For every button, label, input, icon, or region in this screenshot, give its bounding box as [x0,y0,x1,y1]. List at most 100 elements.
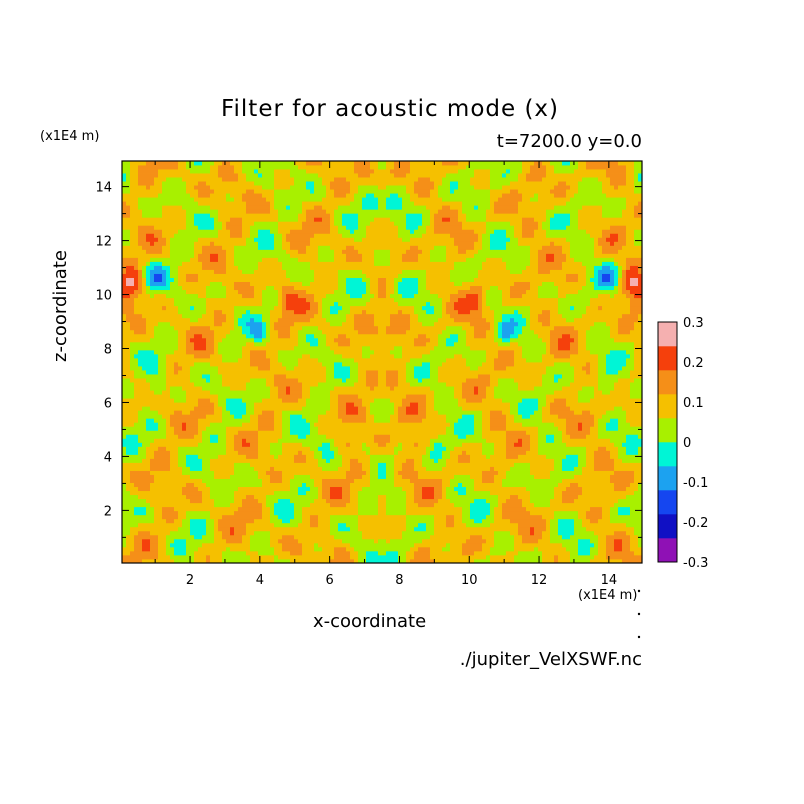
contour-cell [182,289,187,295]
contour-cell [282,277,287,282]
contour-cell [126,233,131,238]
contour-cell [262,325,267,331]
contour-cell [138,426,143,431]
contour-cell [170,558,175,563]
contour-cell [242,534,247,540]
contour-cell [170,249,175,254]
contour-cell [298,478,303,483]
contour-cell [302,506,307,512]
contour-cell [126,506,131,512]
contour-cell [142,362,147,367]
contour-cell [206,510,211,516]
contour-cell [194,474,199,479]
contour-cell [198,378,203,383]
contour-cell [302,478,307,483]
contour-cell [210,237,215,242]
contour-cell [230,277,235,282]
contour-cell [150,518,155,524]
contour-cell [282,333,287,339]
contour-cell [242,426,247,431]
contour-cell [302,462,307,467]
contour-cell [294,490,299,496]
contour-cell [318,253,323,258]
contour-cell [146,333,151,339]
contour-cell [242,321,247,327]
contour-cell [254,482,259,488]
contour-cell [294,333,299,339]
contour-cell [190,446,195,451]
contour-cell [266,546,271,552]
contour-cell [238,390,243,395]
contour-cell [198,510,203,516]
contour-cell [126,173,131,178]
contour-cell [126,514,131,520]
contour-cell [210,550,215,556]
contour-cell [230,470,235,475]
contour-cell [170,398,175,403]
contour-cell [126,414,131,419]
contour-cell [306,173,311,178]
contour-cell [318,269,323,274]
contour-cell [222,197,227,202]
contour-cell [222,430,227,435]
contour-cell [262,261,267,266]
contour-cell [278,253,283,258]
contour-cell [158,313,163,319]
contour-cell [174,229,179,234]
contour-cell [202,213,207,218]
contour-cell [210,301,215,307]
contour-cell [274,305,279,311]
contour-cell [226,265,231,270]
contour-cell [310,229,315,234]
contour-cell [142,542,147,548]
contour-cell [254,197,259,202]
contour-cell [190,430,195,435]
contour-cell [170,269,175,274]
contour-cell [202,173,207,178]
contour-cell [294,225,299,230]
contour-cell [166,297,171,303]
contour-cell [306,410,311,415]
contour-cell [202,426,207,431]
contour-cell [306,462,311,467]
contour-cell [178,378,183,383]
contour-cell [122,470,127,475]
contour-cell [246,305,251,311]
contour-cell [138,269,143,274]
contour-cell [314,494,319,500]
contour-cell [178,454,183,459]
contour-cell [146,317,151,323]
contour-cell [130,382,135,387]
contour-cell [242,189,247,194]
contour-cell [198,221,203,226]
contour-cell [246,309,251,315]
contour-cell [154,410,159,415]
contour-cell [154,394,159,399]
contour-cell [290,329,295,335]
contour-cell [130,542,135,548]
contour-cell [166,510,171,516]
contour-cell [222,333,227,339]
contour-cell [182,161,187,166]
contour-cell [178,558,183,563]
contour-cell [306,414,311,419]
contour-cell [282,249,287,254]
contour-cell [242,438,247,443]
contour-cell [250,534,255,540]
contour-cell [306,550,311,556]
contour-cell [174,446,179,451]
contour-cell [278,394,283,399]
contour-cell [278,261,283,266]
contour-cell [306,201,311,206]
contour-cell [194,370,199,375]
contour-cell [182,321,187,327]
contour-cell [266,470,271,475]
contour-cell [318,550,323,556]
contour-cell [302,201,307,206]
contour-cell [262,546,267,552]
contour-cell [318,341,323,347]
contour-cell [174,309,179,315]
contour-cell [146,309,151,315]
contour-cell [142,442,147,447]
contour-cell [282,446,287,451]
